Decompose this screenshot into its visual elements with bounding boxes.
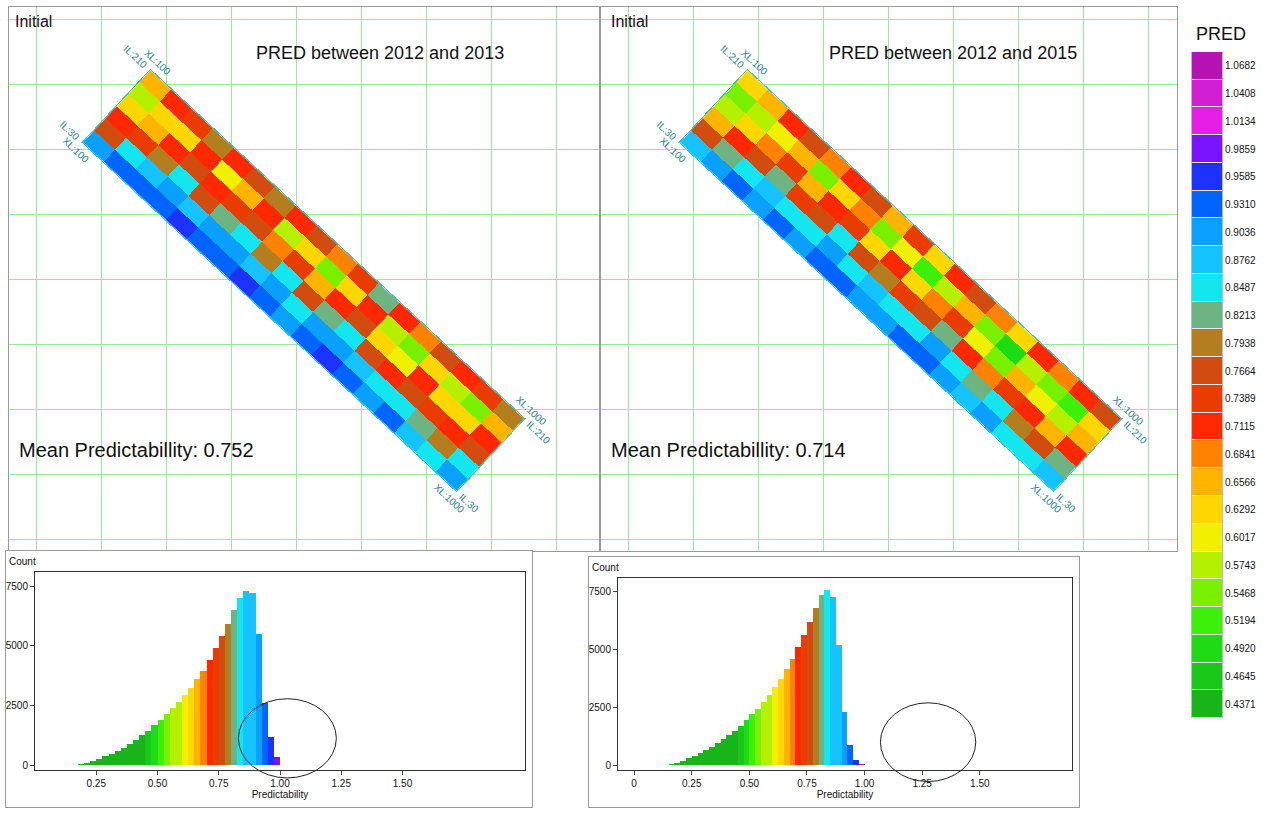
svg-text:7500: 7500 [6, 581, 29, 592]
svg-text:0.75: 0.75 [209, 778, 229, 789]
svg-text:0.7664: 0.7664 [1225, 366, 1256, 377]
svg-text:IL:210: IL:210 [718, 43, 746, 70]
html-text:Mean Predictabillity: 0.752: Mean Predictabillity: 0.752 [19, 439, 254, 461]
svg-text:XL:100: XL:100 [142, 47, 173, 77]
svg-text:0.9036: 0.9036 [1225, 227, 1256, 238]
svg-text:0: 0 [605, 760, 611, 771]
svg-text:5000: 5000 [589, 644, 612, 655]
svg-text:Count: Count [592, 562, 619, 573]
svg-text:0.7389: 0.7389 [1225, 393, 1256, 404]
html-text:Initial: Initial [15, 13, 53, 30]
svg-text:IL:30: IL:30 [1053, 491, 1077, 515]
svg-text:0.6566: 0.6566 [1225, 477, 1256, 488]
svg-text:IL:30: IL:30 [57, 119, 81, 143]
svg-text:0.7938: 0.7938 [1225, 338, 1256, 349]
svg-text:0.4371: 0.4371 [1225, 699, 1256, 710]
svg-text:IL:30: IL:30 [654, 119, 678, 143]
svg-text:1.00: 1.00 [855, 778, 875, 789]
svg-text:2500: 2500 [6, 700, 29, 711]
svg-text:1.50: 1.50 [970, 778, 990, 789]
svg-text:0.7115: 0.7115 [1225, 421, 1255, 432]
svg-text:0.5468: 0.5468 [1225, 588, 1256, 599]
svg-text:0.6841: 0.6841 [1225, 449, 1256, 460]
svg-text:0.8213: 0.8213 [1225, 310, 1256, 321]
svg-text:1.25: 1.25 [912, 778, 932, 789]
svg-text:5000: 5000 [6, 640, 29, 651]
svg-text:1.0682: 1.0682 [1225, 60, 1256, 71]
svg-text:IL:30: IL:30 [456, 491, 480, 515]
svg-text:XL:1000: XL:1000 [513, 393, 548, 427]
html-text:PRED: PRED [1196, 24, 1246, 44]
svg-text:0.5194: 0.5194 [1225, 615, 1256, 626]
svg-text:XL:1000: XL:1000 [1110, 393, 1145, 427]
svg-text:0.4645: 0.4645 [1225, 671, 1256, 682]
svg-text:0.9859: 0.9859 [1225, 144, 1256, 155]
svg-text:0.25: 0.25 [87, 778, 107, 789]
svg-text:0.50: 0.50 [148, 778, 168, 789]
svg-text:7500: 7500 [589, 586, 612, 597]
svg-text:XL:1000: XL:1000 [431, 481, 466, 515]
svg-text:1.0134: 1.0134 [1225, 116, 1256, 127]
svg-text:XL:100: XL:100 [739, 47, 770, 77]
svg-text:0.4920: 0.4920 [1225, 643, 1256, 654]
svg-text:IL:210: IL:210 [121, 43, 149, 70]
svg-text:1.0408: 1.0408 [1225, 88, 1256, 99]
svg-text:0.25: 0.25 [682, 778, 702, 789]
svg-text:0.6017: 0.6017 [1225, 532, 1256, 543]
svg-text:0.75: 0.75 [797, 778, 817, 789]
svg-text:0.5743: 0.5743 [1225, 560, 1256, 571]
svg-text:0.9585: 0.9585 [1225, 171, 1256, 182]
svg-text:2500: 2500 [589, 702, 612, 713]
svg-text:0.50: 0.50 [740, 778, 760, 789]
html-text:Mean Predictabillity: 0.714: Mean Predictabillity: 0.714 [611, 439, 846, 461]
svg-text:Predictability: Predictability [817, 789, 874, 800]
svg-text:0.8762: 0.8762 [1225, 255, 1256, 266]
svg-text:XL:100: XL:100 [657, 135, 688, 165]
svg-text:0.9310: 0.9310 [1225, 199, 1256, 210]
svg-text:IL:210: IL:210 [1121, 418, 1149, 445]
svg-text:XL:100: XL:100 [60, 135, 91, 165]
svg-text:0.6292: 0.6292 [1225, 504, 1256, 515]
html-text:PRED between 2012 and 2013: PRED between 2012 and 2013 [256, 43, 505, 63]
svg-text:1.25: 1.25 [332, 778, 352, 789]
html-text:PRED between 2012 and 2015: PRED between 2012 and 2015 [829, 43, 1078, 63]
html-text:Initial: Initial [611, 13, 649, 30]
svg-text:IL:210: IL:210 [524, 418, 552, 445]
svg-text:Count: Count [9, 556, 36, 567]
svg-text:0: 0 [631, 778, 637, 789]
svg-text:Predictability: Predictability [252, 789, 309, 800]
svg-text:0: 0 [22, 760, 28, 771]
svg-text:1.00: 1.00 [270, 778, 290, 789]
svg-text:0.8487: 0.8487 [1225, 282, 1256, 293]
svg-text:XL:1000: XL:1000 [1028, 481, 1063, 515]
svg-text:1.50: 1.50 [393, 778, 413, 789]
